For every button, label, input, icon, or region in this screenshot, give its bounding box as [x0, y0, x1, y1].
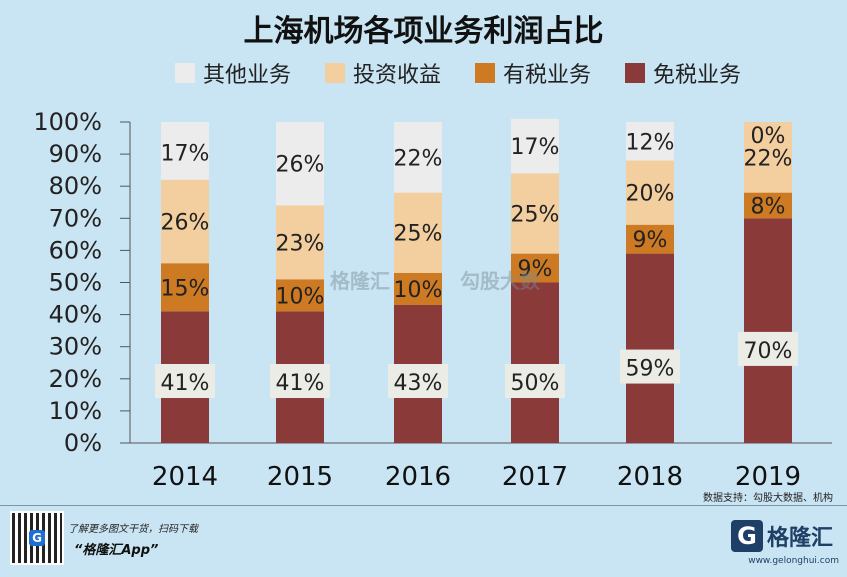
- data-label-bg: [155, 364, 215, 399]
- legend-swatch-dutyfree: [625, 63, 646, 83]
- qr-logo-icon: G: [29, 530, 45, 546]
- data-label-bg: [388, 364, 448, 399]
- y-tick-label: 70%: [49, 204, 102, 232]
- data-label: 9%: [633, 228, 668, 253]
- promo-app-name: “格隆汇App”: [74, 543, 159, 558]
- data-label: 50%: [511, 371, 560, 396]
- data-label: 20%: [626, 182, 675, 207]
- data-label: 25%: [511, 202, 560, 227]
- data-label-bg: [505, 364, 565, 399]
- bar-segment: [161, 179, 209, 264]
- bar-segment: [511, 282, 559, 443]
- legend-item-other: 其他业务: [175, 58, 291, 88]
- legend-label-other: 其他业务: [203, 63, 292, 88]
- bar-segment: [744, 218, 792, 443]
- bar-segment: [744, 122, 792, 193]
- chart-title: 上海机场各项业务利润占比: [243, 14, 604, 49]
- x-tick-label: 2015: [267, 462, 333, 492]
- data-label: 41%: [276, 371, 325, 396]
- legend-swatch-taxed: [475, 63, 496, 83]
- brand-name: 格隆汇: [766, 526, 833, 551]
- y-tick-label: 20%: [49, 365, 102, 393]
- bar-segment: [394, 272, 442, 305]
- x-tick-label: 2018: [617, 462, 683, 492]
- data-label: 59%: [626, 357, 675, 382]
- data-label: 8%: [751, 194, 786, 219]
- y-tick-label: 30%: [49, 333, 102, 361]
- bar-segment: [276, 122, 324, 206]
- data-label: 17%: [511, 135, 560, 160]
- data-label: 10%: [394, 278, 443, 303]
- y-tick-label: 40%: [49, 301, 102, 329]
- stacked-bar-chart: 0% 10% 20% 30% 40% 50% 60% 70% 80% 90% 100% 41% 15% 2…: [33, 108, 832, 492]
- data-label: 26%: [276, 153, 325, 178]
- promo-text: 了解更多图文干货，扫码下载: [68, 524, 198, 535]
- bar-segment: [511, 118, 559, 174]
- data-label: 22%: [394, 146, 443, 171]
- y-tick-label: 80%: [49, 172, 102, 200]
- bar-segment: [626, 253, 674, 443]
- bar-segment: [276, 205, 324, 280]
- bar-segment: [511, 253, 559, 283]
- x-tick-label: 2016: [385, 462, 451, 492]
- brand-url[interactable]: www.gelonghui.com: [748, 556, 839, 566]
- legend-swatch-other: [175, 63, 195, 83]
- data-label: 70%: [744, 339, 793, 364]
- legend-label-taxed: 有税业务: [503, 63, 592, 88]
- bar-segment: [626, 160, 674, 225]
- bar-segment: [744, 192, 792, 219]
- bar-segment: [161, 125, 209, 180]
- data-label: 25%: [394, 222, 443, 247]
- y-tick-label: 10%: [49, 397, 102, 425]
- bar-segment: [626, 122, 674, 161]
- x-tick-label: 2017: [502, 462, 568, 492]
- watermark-brand: 格隆汇: [330, 269, 390, 293]
- y-tick-label: 60%: [49, 236, 102, 264]
- y-tick-label: 90%: [49, 140, 102, 168]
- legend-label-dutyfree: 免税业务: [653, 63, 742, 88]
- data-label: 43%: [394, 371, 443, 396]
- data-label: 9%: [518, 257, 553, 282]
- y-tick-label: 50%: [49, 269, 102, 297]
- brand-g-icon: G: [730, 520, 763, 552]
- bar-segment-remainder: [161, 122, 209, 126]
- legend-label-investment: 投资收益: [353, 63, 442, 88]
- data-label: 41%: [161, 371, 210, 396]
- bar-segment: [626, 224, 674, 254]
- data-label: 23%: [276, 231, 325, 256]
- data-label: 0%: [751, 124, 786, 149]
- y-tick-label: 0%: [64, 429, 102, 457]
- bar-segment: [394, 122, 442, 193]
- qr-code[interactable]: G: [10, 511, 64, 565]
- legend-swatch-investment: [325, 63, 346, 83]
- legend-item-taxed: 有税业务: [475, 58, 591, 88]
- watermark-data: 勾股大数: [460, 269, 540, 293]
- bar-segment: [161, 263, 209, 312]
- data-label: 10%: [276, 284, 325, 309]
- bar-segment: [394, 192, 442, 273]
- brand-logo[interactable]: G 格隆汇: [730, 520, 833, 552]
- data-label-bg: [270, 364, 330, 399]
- legend-item-dutyfree: 免税业务: [625, 58, 741, 88]
- data-label: 17%: [161, 141, 210, 166]
- x-tick-label: 2014: [152, 462, 218, 492]
- data-label: 26%: [161, 211, 210, 236]
- y-tick-label: 100%: [33, 108, 102, 136]
- data-label: 12%: [626, 130, 675, 155]
- data-label-bg: [620, 349, 680, 384]
- data-label-bg: [738, 331, 798, 366]
- data-label: 15%: [161, 276, 210, 301]
- bar-segment: [511, 173, 559, 254]
- chart-legend: 其他业务 投资收益 有税业务 免税业务: [175, 58, 741, 88]
- source-note: 数据支持：勾股大数据、机构: [703, 493, 833, 504]
- x-tick-label: 2019: [735, 462, 801, 492]
- bar-segment: [276, 279, 324, 312]
- data-label: 22%: [744, 146, 793, 171]
- legend-item-investment: 投资收益: [325, 58, 441, 88]
- footer-divider: [0, 505, 847, 506]
